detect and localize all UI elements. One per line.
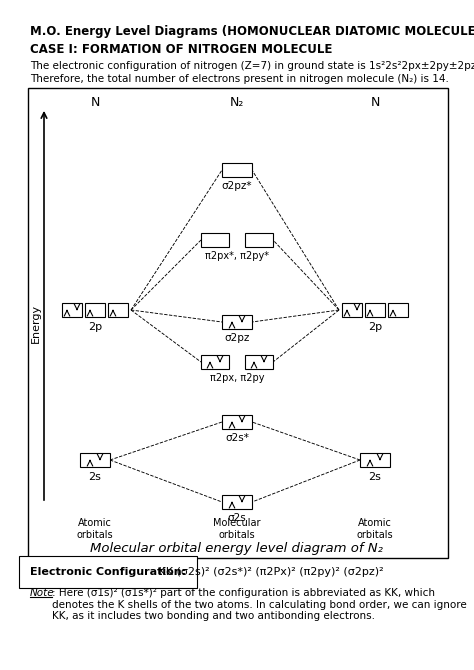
Bar [201,233,229,247]
Bar [62,303,82,317]
Text: Note: Note [30,588,55,598]
Bar [85,303,105,317]
Text: M.O. Energy Level Diagrams (HOMONUCLEAR DIATOMIC MOLECULES): M.O. Energy Level Diagrams (HOMONUCLEAR … [30,25,474,38]
Text: Atomic
orbitals: Atomic orbitals [77,518,113,539]
Text: KK (σ2s)² (σ2s*)² (π2Px)² (π2py)² (σ2pz)²: KK (σ2s)² (σ2s*)² (π2Px)² (π2py)² (σ2pz)… [155,567,383,577]
Text: Energy: Energy [31,304,41,342]
Text: σ2pz: σ2pz [224,333,250,343]
Bar [222,495,252,509]
Text: N: N [91,96,100,109]
Bar [201,355,229,369]
Text: 2p: 2p [88,322,102,332]
Text: Therefore, the total number of electrons present in nitrogen molecule (N₂) is 14: Therefore, the total number of electrons… [30,74,449,84]
Text: 2s: 2s [369,472,382,482]
Bar [245,233,273,247]
Text: N₂: N₂ [230,96,244,109]
Bar [245,355,273,369]
Text: N: N [370,96,380,109]
Text: 2s: 2s [89,472,101,482]
Text: Atomic
orbitals: Atomic orbitals [357,518,393,539]
Bar [28,88,448,558]
Bar [222,315,252,329]
Text: σ2s*: σ2s* [225,433,249,443]
Text: Molecular
orbitals: Molecular orbitals [213,518,261,539]
Text: π2px, π2py: π2px, π2py [210,373,264,383]
Bar [80,453,110,467]
Bar [222,415,252,429]
Text: 2p: 2p [368,322,382,332]
Bar [222,163,252,177]
Text: : Here (σ1s)² (σ1s*)² part of the configuration is abbreviated as KK, which deno: : Here (σ1s)² (σ1s*)² part of the config… [52,588,467,621]
Text: The electronic configuration of nitrogen (Z=7) in ground state is 1s²2s²2px±2py±: The electronic configuration of nitrogen… [30,61,474,71]
Text: Electronic Configuration:: Electronic Configuration: [30,567,186,577]
Bar [108,303,128,317]
Text: σ2pz*: σ2pz* [222,181,252,191]
Text: π2px*, π2py*: π2px*, π2py* [205,251,269,261]
Text: Molecular orbital energy level diagram of N₂: Molecular orbital energy level diagram o… [91,542,383,555]
Text: σ2s: σ2s [228,513,246,523]
Text: CASE I: FORMATION OF NITROGEN MOLECULE: CASE I: FORMATION OF NITROGEN MOLECULE [30,43,332,56]
Bar [360,453,390,467]
Bar [365,303,385,317]
Bar [342,303,362,317]
Bar [388,303,408,317]
